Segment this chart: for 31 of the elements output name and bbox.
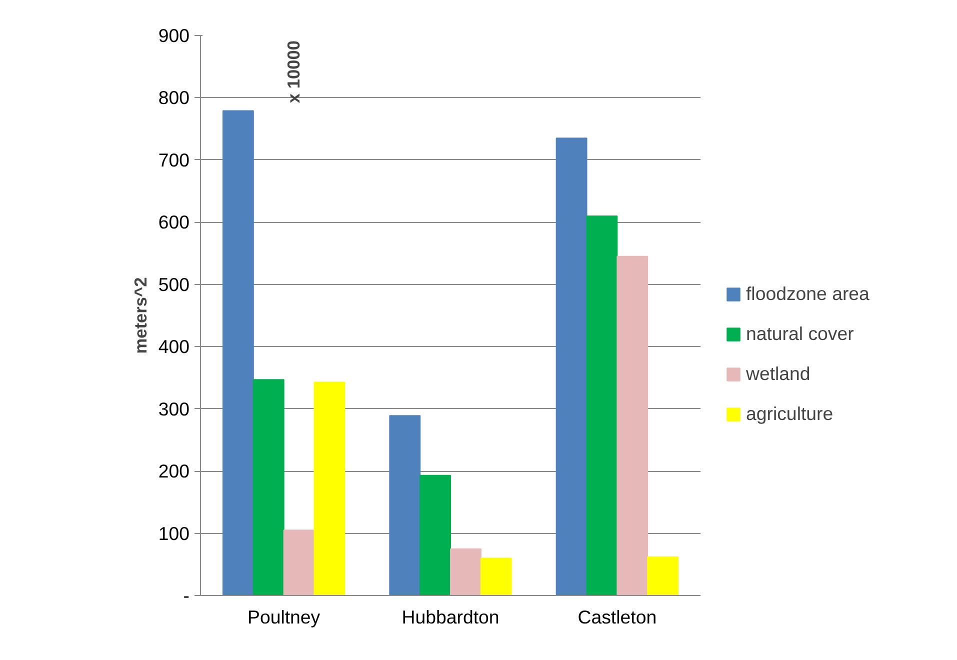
y-tick-label: 500 — [158, 274, 190, 295]
bar — [420, 474, 451, 596]
annotation: x 10000 — [284, 40, 304, 104]
y-tick-label: 100 — [158, 522, 190, 544]
bar — [283, 530, 315, 596]
y-axis-title: meters^2 — [130, 277, 150, 354]
bar — [480, 558, 512, 596]
y-tick-label: 400 — [158, 336, 190, 358]
y-tick-label: 900 — [158, 25, 190, 46]
x-tick-label: Hubbardton — [402, 606, 500, 628]
bar — [314, 382, 346, 596]
bar — [222, 110, 254, 596]
legend-label: floodzone area — [746, 283, 870, 305]
bar — [252, 379, 284, 596]
x-tick-label: Poultney — [248, 606, 321, 628]
y-tick-label: 700 — [158, 149, 190, 170]
bar — [556, 138, 588, 596]
bar — [586, 215, 618, 596]
bar — [389, 415, 421, 596]
legend-label: wetland — [746, 363, 810, 385]
y-tick-label: 200 — [158, 460, 190, 482]
bar — [616, 256, 648, 596]
y-tick-label: 300 — [158, 398, 190, 420]
y-tick-label: 600 — [158, 212, 190, 233]
x-tick-label: Castleton — [578, 606, 657, 628]
y-tick-label: 800 — [158, 87, 190, 108]
bar — [450, 548, 482, 596]
legend-label: agriculture — [746, 403, 834, 425]
bar — [647, 556, 678, 596]
legend-label: natural cover — [746, 323, 854, 345]
y-tick-label: - — [183, 585, 190, 606]
